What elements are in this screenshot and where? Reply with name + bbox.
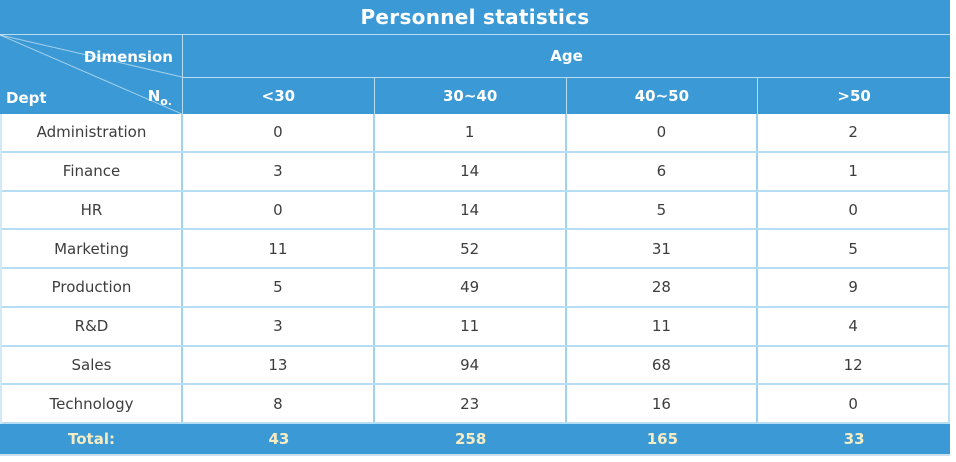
total-value: 43 xyxy=(268,430,290,448)
col-header-30-40: 30~40 xyxy=(375,78,567,114)
table-title: Personnel statistics xyxy=(0,0,950,35)
total-value: 258 xyxy=(454,430,487,448)
value-cell: 3 xyxy=(183,307,375,345)
value-cell: 11 xyxy=(566,307,759,345)
value-cell: 13 xyxy=(183,346,375,384)
value-cell: 1 xyxy=(758,152,950,190)
age-group-header: Age xyxy=(183,35,950,78)
value-cell: 5 xyxy=(758,230,950,267)
dept-cell: Administration xyxy=(2,114,183,151)
value-cell: 94 xyxy=(374,346,567,384)
value-cell: 14 xyxy=(374,152,567,190)
dept-cell: Technology xyxy=(2,385,183,422)
value-cell: 16 xyxy=(566,385,759,422)
dept-cell: Sales xyxy=(2,346,183,384)
value-cell: 0 xyxy=(183,114,375,151)
no-label-main: N xyxy=(147,87,161,105)
table-row-hr: HR 0 14 5 0 xyxy=(2,191,950,231)
dept-cell: Production xyxy=(2,269,183,306)
value-cell: 52 xyxy=(374,230,567,267)
value-cell: 4 xyxy=(758,307,950,345)
dept-label: Dept xyxy=(6,89,47,107)
col-header-under-30: <30 xyxy=(183,78,375,114)
value-cell: 0 xyxy=(758,191,950,229)
table-row-marketing: Marketing 11 52 31 5 xyxy=(2,230,950,269)
table-row-production: Production 5 49 28 9 xyxy=(2,269,950,308)
table-row-rd: R&D 3 11 11 4 xyxy=(2,307,950,347)
table-body: Administration 0 1 0 2 Finance 3 14 6 1 … xyxy=(0,114,950,424)
dept-cell: R&D xyxy=(2,307,183,345)
table-bottom-edge xyxy=(0,454,950,456)
table-header: Dimension No. Dept Age <30 30~40 40~50 >… xyxy=(0,35,950,114)
dept-cell: HR xyxy=(2,191,183,229)
total-value: 33 xyxy=(843,430,865,448)
col-header-over-50: >50 xyxy=(837,87,871,105)
table-row-administration: Administration 0 1 0 2 xyxy=(2,114,950,153)
value-cell: 0 xyxy=(566,114,759,151)
value-cell: 31 xyxy=(566,230,759,267)
value-cell: 8 xyxy=(183,385,375,422)
value-cell: 28 xyxy=(566,269,759,306)
table-row-finance: Finance 3 14 6 1 xyxy=(2,152,950,192)
value-cell: 0 xyxy=(758,385,950,422)
value-cell: 14 xyxy=(374,191,567,229)
table-row-sales: Sales 13 94 68 12 xyxy=(2,346,950,386)
value-cell: 11 xyxy=(374,307,567,345)
value-cell: 9 xyxy=(758,269,950,306)
value-cell: 1 xyxy=(374,114,567,151)
value-cell: 68 xyxy=(566,346,759,384)
no-label: No. xyxy=(147,87,172,108)
value-cell: 49 xyxy=(374,269,567,306)
value-cell: 5 xyxy=(183,269,375,306)
value-cell: 3 xyxy=(183,152,375,190)
dimension-label: Dimension xyxy=(83,48,173,66)
diagonal-header-cell: Dimension No. Dept xyxy=(0,35,183,114)
value-cell: 12 xyxy=(758,346,950,384)
no-label-sub: o. xyxy=(160,95,172,108)
value-cell: 23 xyxy=(374,385,567,422)
total-row: Total: 43 258 165 33 xyxy=(0,424,950,454)
diagonal-divider-lines xyxy=(0,35,182,114)
total-label: Total: xyxy=(68,430,115,448)
col-header-40-50: 40~50 xyxy=(567,78,759,114)
value-cell: 5 xyxy=(566,191,759,229)
value-cell: 2 xyxy=(758,114,950,151)
table-row-technology: Technology 8 23 16 0 xyxy=(2,385,950,424)
value-cell: 6 xyxy=(566,152,759,190)
dept-cell: Finance xyxy=(2,152,183,190)
dept-cell: Marketing xyxy=(2,230,183,267)
value-cell: 0 xyxy=(183,191,375,229)
total-value: 165 xyxy=(646,430,679,448)
value-cell: 11 xyxy=(183,230,375,267)
